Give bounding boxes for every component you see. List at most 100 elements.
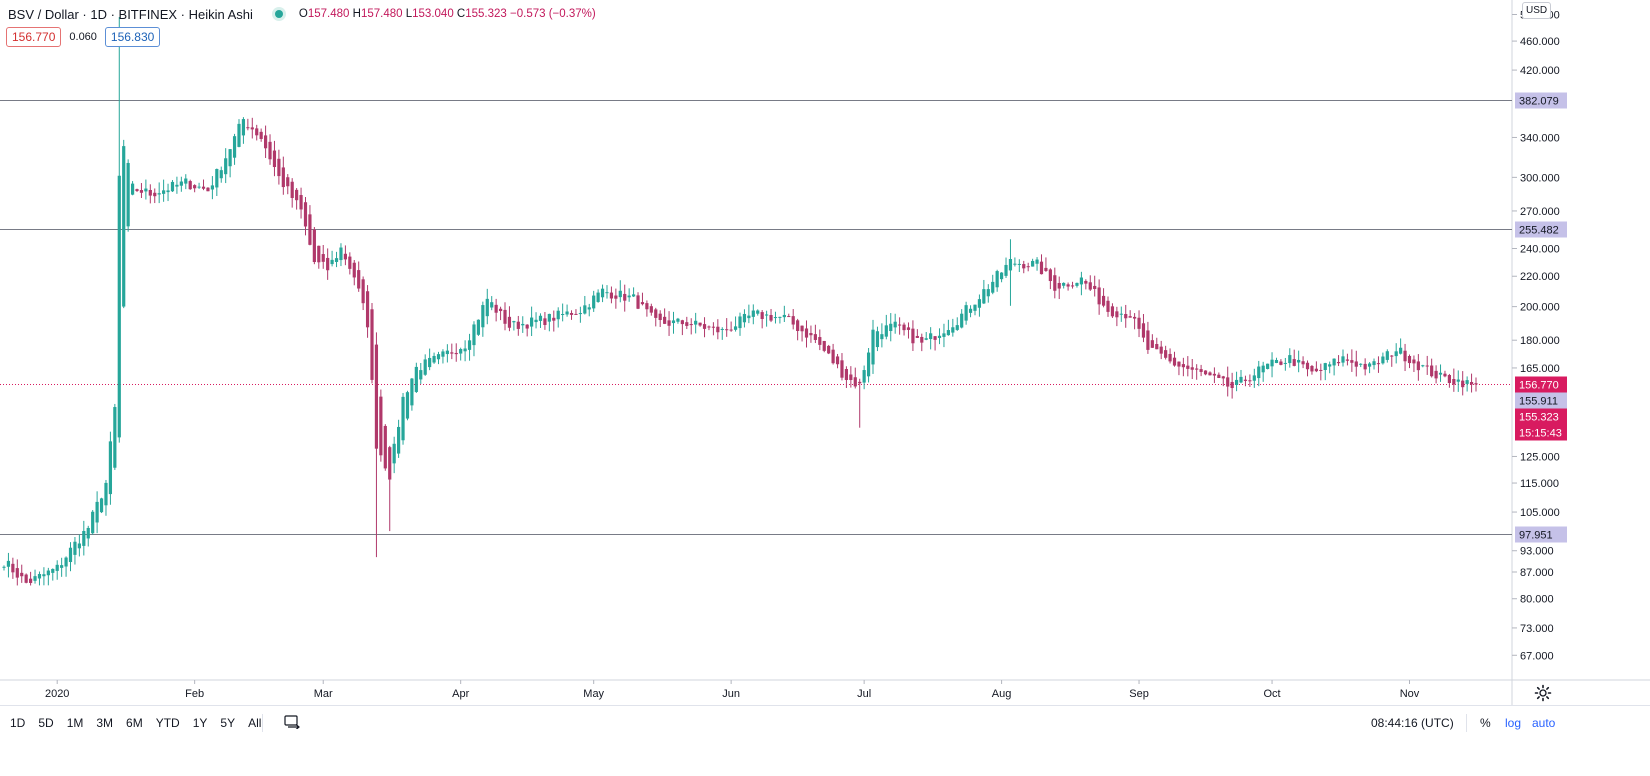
candle[interactable] xyxy=(303,197,308,236)
log-scale-button[interactable]: log xyxy=(1505,716,1522,730)
candle[interactable] xyxy=(1469,373,1474,393)
candle[interactable] xyxy=(419,363,423,384)
candle[interactable] xyxy=(787,313,791,318)
candle[interactable] xyxy=(902,322,906,336)
candle[interactable] xyxy=(1270,352,1274,378)
candle[interactable] xyxy=(476,319,481,336)
candle[interactable] xyxy=(578,306,582,323)
candle[interactable] xyxy=(1354,350,1358,377)
auto-scale-button[interactable]: auto xyxy=(1532,716,1556,730)
candle[interactable] xyxy=(627,288,631,302)
candle[interactable] xyxy=(960,309,964,329)
candle[interactable] xyxy=(1425,355,1429,375)
candle[interactable] xyxy=(64,556,68,577)
candle[interactable] xyxy=(503,302,507,331)
timeframe-1d[interactable]: 1D xyxy=(10,716,26,730)
candle[interactable] xyxy=(1394,343,1398,364)
candle[interactable] xyxy=(751,304,755,325)
candle[interactable] xyxy=(357,261,361,292)
candle[interactable] xyxy=(1336,355,1341,367)
candle[interactable] xyxy=(1031,258,1035,267)
candle[interactable] xyxy=(1070,281,1075,289)
candle[interactable] xyxy=(339,243,343,267)
candle[interactable] xyxy=(330,250,334,267)
candle[interactable] xyxy=(1039,254,1044,275)
horizontal-levels[interactable]: 382.079 255.482 97.951 xyxy=(0,92,1567,543)
candle[interactable] xyxy=(445,344,449,363)
candle[interactable] xyxy=(1421,364,1425,368)
candle[interactable] xyxy=(1230,372,1234,399)
candle[interactable] xyxy=(1367,362,1372,374)
candle[interactable] xyxy=(898,317,902,335)
candles[interactable] xyxy=(2,16,1478,586)
candle[interactable] xyxy=(818,329,822,351)
candle[interactable] xyxy=(720,327,724,340)
candle[interactable] xyxy=(1407,354,1412,369)
candle[interactable] xyxy=(1097,279,1101,315)
gear-icon[interactable] xyxy=(1534,684,1552,702)
candle[interactable] xyxy=(1461,371,1465,396)
candle[interactable] xyxy=(219,166,223,183)
candle[interactable] xyxy=(472,321,476,357)
candle[interactable] xyxy=(1474,377,1478,392)
candle[interactable] xyxy=(663,308,667,325)
candle[interactable] xyxy=(1323,362,1327,381)
candle[interactable] xyxy=(86,525,90,547)
candle[interactable] xyxy=(388,445,392,532)
candle[interactable] xyxy=(600,284,605,303)
candle[interactable] xyxy=(1234,371,1239,392)
candle[interactable] xyxy=(1310,364,1314,375)
candle[interactable] xyxy=(179,176,183,192)
candle[interactable] xyxy=(955,317,959,331)
candle[interactable] xyxy=(1053,267,1057,299)
candle[interactable] xyxy=(924,332,928,341)
candle[interactable] xyxy=(365,285,370,338)
candle[interactable] xyxy=(352,260,356,286)
candle[interactable] xyxy=(698,322,702,327)
candle[interactable] xyxy=(596,289,600,303)
candle[interactable] xyxy=(246,118,250,131)
candle[interactable] xyxy=(618,280,622,303)
candle[interactable] xyxy=(1297,350,1301,373)
candle[interactable] xyxy=(1101,288,1106,308)
candle[interactable] xyxy=(871,319,875,374)
candle[interactable] xyxy=(1314,361,1318,373)
candle[interactable] xyxy=(631,287,636,298)
candle[interactable] xyxy=(414,362,418,393)
candle[interactable] xyxy=(1345,353,1350,366)
candle[interactable] xyxy=(1350,349,1354,372)
candle[interactable] xyxy=(281,156,285,195)
candle[interactable] xyxy=(1195,364,1199,380)
candle[interactable] xyxy=(410,377,414,411)
candle[interactable] xyxy=(866,348,871,383)
candle[interactable] xyxy=(561,303,565,322)
candle[interactable] xyxy=(91,510,95,535)
candle[interactable] xyxy=(317,245,321,269)
candle[interactable] xyxy=(1305,360,1310,377)
candle[interactable] xyxy=(1385,349,1389,363)
candle[interactable] xyxy=(1438,364,1443,382)
timeframe-1m[interactable]: 1M xyxy=(66,716,84,730)
candle[interactable] xyxy=(875,326,880,352)
candle[interactable] xyxy=(1292,349,1296,367)
candle[interactable] xyxy=(153,188,157,204)
candle[interactable] xyxy=(1164,345,1168,360)
candle[interactable] xyxy=(201,179,206,191)
candle[interactable] xyxy=(1008,239,1013,306)
candle[interactable] xyxy=(77,534,81,557)
candle[interactable] xyxy=(521,316,525,333)
candle[interactable] xyxy=(1452,368,1456,392)
candle[interactable] xyxy=(1022,260,1026,274)
candle[interactable] xyxy=(1150,334,1154,348)
candle[interactable] xyxy=(1217,372,1221,379)
candle[interactable] xyxy=(1252,368,1256,388)
timeframe-6m[interactable]: 6M xyxy=(126,716,143,730)
candle[interactable] xyxy=(308,205,312,246)
candle[interactable] xyxy=(1416,354,1420,381)
candle[interactable] xyxy=(1026,262,1030,272)
candle[interactable] xyxy=(654,307,658,327)
candle[interactable] xyxy=(498,306,503,321)
utc-clock[interactable]: 08:44:16 (UTC) xyxy=(1371,716,1454,730)
candle[interactable] xyxy=(1261,361,1265,382)
time-axis[interactable]: 2020 Feb Mar Apr May Jun Jul Aug Sep Oct Nov xyxy=(45,680,1420,700)
